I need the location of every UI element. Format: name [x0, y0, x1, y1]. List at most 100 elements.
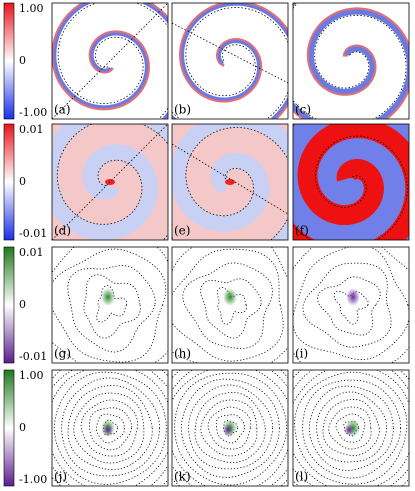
contour — [67, 265, 156, 353]
panel-image — [172, 247, 288, 363]
panel-image — [293, 124, 409, 240]
panel-frame — [171, 369, 289, 487]
colorbar — [3, 246, 15, 364]
panel-label: (d) — [54, 224, 71, 238]
contour — [322, 398, 380, 457]
contour — [56, 124, 168, 240]
panel-frame — [292, 369, 410, 487]
colorbar-tick-label: -1.00 — [19, 473, 47, 486]
panel: (c) — [292, 2, 410, 120]
contour — [172, 127, 288, 240]
colorbar-tick-label: -1.00 — [19, 106, 47, 119]
panel-image — [52, 3, 168, 119]
contour — [96, 413, 125, 444]
core-2 — [103, 424, 113, 436]
panel-image — [172, 370, 288, 486]
panel: (i) — [292, 246, 410, 364]
band — [172, 124, 288, 240]
panel-label: (l) — [295, 470, 308, 484]
colorbar — [3, 2, 15, 120]
colorbar-tick-label: 0.01 — [19, 246, 44, 259]
contour — [302, 379, 402, 479]
panel-frame — [171, 246, 289, 364]
panel-label: (b) — [174, 103, 191, 117]
panel-image — [172, 3, 288, 119]
wave-back — [172, 3, 288, 119]
panel: (h) — [171, 246, 289, 364]
contour — [200, 399, 258, 457]
panel-label: (e) — [174, 224, 190, 238]
panel-label: (c) — [295, 103, 311, 117]
band — [293, 124, 409, 240]
colorbar — [3, 123, 15, 241]
panel-image — [293, 247, 409, 363]
contour — [52, 248, 167, 363]
panel-frame — [51, 2, 169, 120]
core-2 — [223, 424, 233, 436]
colorbar-tick-label: 0.01 — [19, 123, 44, 136]
wave-back — [293, 3, 409, 119]
contour — [308, 385, 394, 471]
core — [223, 288, 237, 306]
panel: (d) — [51, 123, 169, 241]
colorbar-tick-label: 1.00 — [19, 369, 44, 382]
colorbar-tick-label: 0 — [19, 421, 26, 434]
contour — [52, 370, 168, 486]
contour — [200, 278, 262, 339]
panel-frame — [51, 369, 169, 487]
panel-image — [172, 124, 288, 240]
colorbar-tick-label: 0 — [19, 298, 26, 311]
panel: (g) — [51, 246, 169, 364]
panel-frame — [51, 246, 169, 364]
panel: (f) — [292, 123, 410, 241]
panel-image — [52, 124, 168, 240]
contour — [302, 262, 392, 348]
cut-line — [172, 143, 288, 215]
panel-label: (h) — [174, 347, 191, 361]
contour — [174, 372, 288, 486]
contour — [57, 3, 168, 119]
cut-line — [172, 22, 288, 84]
colorbar-tick-label: 0 — [19, 54, 26, 67]
contour — [172, 248, 284, 362]
contour — [188, 384, 274, 470]
contour — [215, 414, 245, 444]
contour — [180, 378, 280, 478]
panel-image — [52, 370, 168, 486]
panel-image — [52, 247, 168, 363]
contour — [294, 371, 408, 485]
contour — [293, 247, 409, 361]
contour — [293, 370, 409, 486]
panel-label: (i) — [295, 347, 308, 361]
panel-frame — [292, 123, 410, 241]
cut-line — [52, 3, 168, 119]
cut-line — [52, 124, 168, 240]
contour — [182, 262, 273, 349]
wave-back — [53, 3, 168, 119]
panel-frame — [171, 2, 289, 120]
panel-label: (j) — [54, 470, 67, 484]
core — [225, 179, 235, 185]
contour — [61, 377, 161, 477]
core-2 — [344, 424, 354, 436]
panel-label: (k) — [174, 470, 191, 484]
panel-frame — [292, 2, 410, 120]
colorbar-tick-label: -0.01 — [19, 350, 47, 363]
panel-frame — [51, 123, 169, 241]
colorbar-tick-label: 1.00 — [19, 2, 44, 15]
panel-label: (f) — [295, 224, 309, 238]
panel: (k) — [171, 369, 289, 487]
panel-label: (g) — [54, 347, 71, 361]
contour — [53, 371, 167, 485]
panel: (a) — [51, 2, 169, 120]
core — [101, 288, 115, 306]
panel: (j) — [51, 369, 169, 487]
panel-frame — [292, 246, 410, 364]
panel-frame — [171, 123, 289, 241]
panel-image — [293, 3, 409, 119]
panel: (l) — [292, 369, 410, 487]
contour — [293, 3, 407, 119]
contour — [333, 290, 369, 325]
panel-label: (a) — [54, 103, 71, 117]
